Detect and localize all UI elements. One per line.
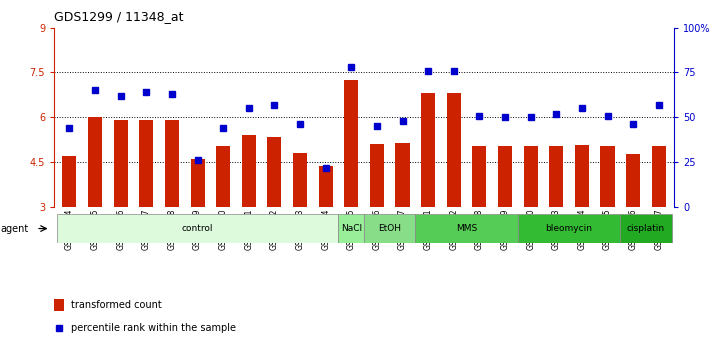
Bar: [626, 154, 640, 207]
Bar: [523, 146, 538, 207]
Bar: [293, 153, 307, 207]
Text: NaCl: NaCl: [341, 224, 362, 233]
Text: GDS1299 / 11348_at: GDS1299 / 11348_at: [54, 10, 184, 23]
Bar: [498, 146, 512, 207]
Bar: [652, 146, 665, 207]
Bar: [518, 214, 620, 243]
Text: bleomycin: bleomycin: [546, 224, 593, 233]
Bar: [472, 146, 487, 207]
Bar: [549, 146, 563, 207]
Bar: [364, 214, 415, 243]
Bar: [396, 143, 410, 207]
Bar: [344, 80, 358, 207]
Bar: [190, 159, 205, 207]
Bar: [242, 135, 256, 207]
Text: transformed count: transformed count: [71, 300, 162, 310]
Bar: [620, 214, 671, 243]
Bar: [421, 93, 435, 207]
Bar: [575, 145, 589, 207]
Bar: [88, 117, 102, 207]
Bar: [216, 146, 230, 207]
Text: percentile rank within the sample: percentile rank within the sample: [71, 323, 236, 333]
Text: MMS: MMS: [456, 224, 477, 233]
Bar: [338, 214, 364, 243]
Text: EtOH: EtOH: [379, 224, 401, 233]
Text: agent: agent: [1, 224, 29, 234]
Bar: [63, 156, 76, 207]
Bar: [267, 137, 281, 207]
Bar: [319, 166, 332, 207]
Bar: [165, 120, 179, 207]
Bar: [114, 120, 128, 207]
Bar: [54, 299, 64, 311]
Bar: [447, 93, 461, 207]
Text: cisplatin: cisplatin: [627, 224, 665, 233]
Bar: [139, 120, 154, 207]
Bar: [57, 214, 338, 243]
Bar: [415, 214, 518, 243]
Text: control: control: [182, 224, 213, 233]
Bar: [601, 146, 614, 207]
Bar: [370, 144, 384, 207]
